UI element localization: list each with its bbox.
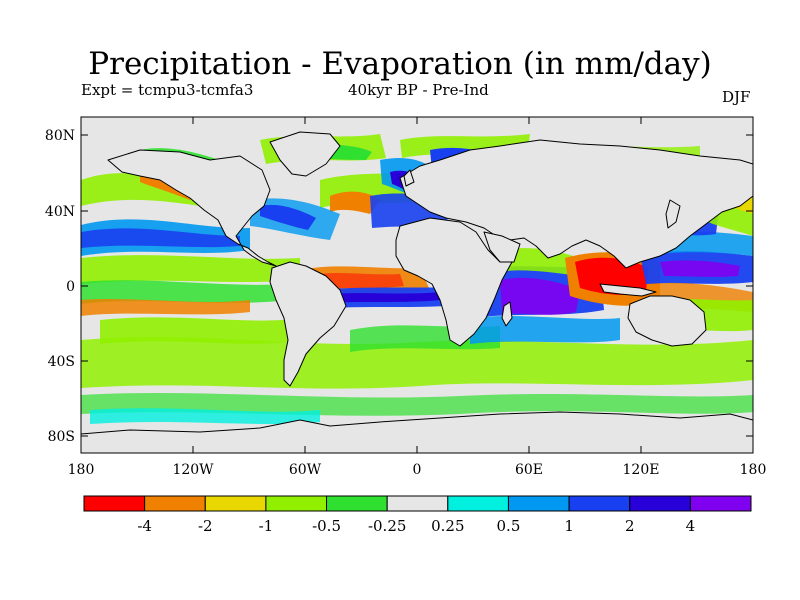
colorbar-swatch bbox=[507, 495, 570, 512]
latitude-tick-marks bbox=[81, 134, 753, 437]
period-label: 40kyr BP - Pre-Ind bbox=[348, 81, 489, 99]
colorbar-swatch bbox=[326, 495, 388, 512]
colorbar-swatch bbox=[629, 495, 691, 512]
lon-tick-label: 180 bbox=[740, 462, 767, 478]
south-america-outline bbox=[269, 261, 347, 387]
greenland-outline bbox=[269, 131, 341, 177]
colorbar-swatch bbox=[204, 495, 267, 512]
lon-tick-label: 120E bbox=[623, 462, 660, 478]
antarctica-outline bbox=[81, 411, 753, 453]
colorbar-label: 4 bbox=[686, 517, 696, 535]
colorbar-swatch bbox=[689, 495, 752, 512]
lat-tick-label: 0 bbox=[66, 279, 75, 295]
colorbar-label: -0.25 bbox=[368, 517, 406, 535]
map-title: Precipitation - Evaporation (in mm/day) bbox=[88, 46, 712, 82]
colorbar-swatch bbox=[83, 495, 146, 512]
colorbar-swatch bbox=[144, 495, 206, 512]
coastlines bbox=[81, 131, 753, 453]
colorbar-label: 1 bbox=[564, 517, 574, 535]
eurasia-outline bbox=[399, 139, 753, 269]
latitude-labels: 80N 40N 0 40S 80S bbox=[45, 128, 75, 445]
lat-tick-label: 40N bbox=[45, 204, 75, 220]
colorbar-label: 2 bbox=[625, 517, 635, 535]
colorbar-label: -1 bbox=[259, 517, 274, 535]
longitude-labels: 180 120W 60W 0 60E 120E 180 bbox=[68, 462, 767, 478]
colorbar-swatch bbox=[386, 495, 449, 512]
britain-outline bbox=[403, 169, 415, 187]
colorbar-swatch bbox=[265, 495, 328, 512]
lat-tick-label: 80S bbox=[48, 429, 75, 445]
colorbar-label: -0.5 bbox=[312, 517, 341, 535]
colorbar-swatch bbox=[447, 495, 509, 512]
season-label: DJF bbox=[722, 88, 751, 106]
colorbar bbox=[83, 495, 752, 512]
africa-outline bbox=[395, 217, 513, 347]
lon-tick-label: 180 bbox=[68, 462, 95, 478]
arabia-outline bbox=[483, 231, 521, 263]
australia-outline bbox=[627, 295, 707, 347]
longitude-tick-marks bbox=[80, 117, 754, 453]
lon-tick-label: 60W bbox=[289, 462, 322, 478]
colorbar-label: -4 bbox=[137, 517, 152, 535]
indonesia-outline bbox=[599, 283, 657, 297]
lat-tick-label: 80N bbox=[45, 128, 75, 144]
colorbar-label: 0.5 bbox=[497, 517, 521, 535]
colorbar-swatch bbox=[568, 495, 631, 512]
colorbar-label: 0.25 bbox=[431, 517, 464, 535]
japan-outline bbox=[665, 199, 681, 229]
north-america-outline bbox=[107, 149, 277, 267]
lat-tick-label: 40S bbox=[48, 354, 75, 370]
colorbar-labels: -4 -2 -1 -0.5 -0.25 0.25 0.5 1 2 4 bbox=[137, 517, 695, 535]
lon-tick-label: 60E bbox=[515, 462, 543, 478]
lon-tick-label: 120W bbox=[172, 462, 214, 478]
colorbar-label: -2 bbox=[198, 517, 213, 535]
experiment-label: Expt = tcmpu3-tcmfa3 bbox=[81, 81, 254, 99]
madagascar-outline bbox=[501, 301, 513, 327]
lon-tick-label: 0 bbox=[413, 462, 422, 478]
